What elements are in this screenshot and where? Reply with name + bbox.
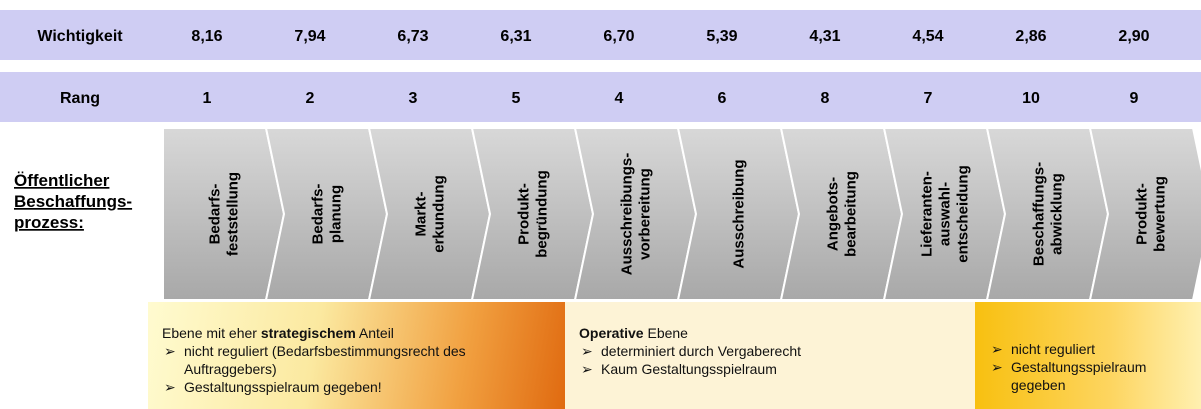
chevron	[573, 127, 698, 300]
bullet: Gestaltungsspielraum gegeben!	[162, 378, 551, 396]
cell: 4,31	[809, 28, 840, 45]
cell: 9	[1130, 90, 1139, 107]
process-label: Beschaffungs-	[14, 192, 132, 211]
step-line: Lieferanten-	[919, 171, 936, 257]
step-label: Ausschreibung	[731, 159, 748, 268]
info-box: Operative Ebenedeterminiert durch Vergab…	[565, 302, 975, 409]
cell: 6,70	[603, 28, 634, 45]
step-line: begründung	[534, 170, 551, 257]
info-box: Ebene mit eher strategischem Anteilnicht…	[148, 302, 565, 409]
chevron	[779, 127, 904, 300]
step-line: Produkt-	[516, 183, 533, 245]
heading-part: Anteil	[355, 325, 394, 341]
step-label: Angebots-bearbeitung	[825, 171, 860, 257]
cell: 8	[821, 90, 830, 107]
cell: 3	[409, 90, 418, 107]
step-line: Produkt-	[1134, 183, 1151, 245]
step-line: planung	[328, 185, 345, 243]
chevron	[985, 127, 1110, 300]
step-label: Produkt-begründung	[516, 170, 551, 257]
step-line: erkundung	[431, 175, 448, 253]
heading-part: Operative	[579, 325, 644, 341]
diagram: Wichtigkeit 8,16 7,94 6,73 6,31 6,70 5,39 4,31 4…	[0, 10, 1201, 300]
bullet: determiniert durch Vergaberecht	[579, 342, 961, 360]
step-line: feststellung	[225, 172, 242, 256]
cell: 7,94	[294, 28, 325, 45]
bullet: nicht reguliert	[989, 340, 1187, 358]
step-line: entscheidung	[955, 165, 972, 263]
step-label: Markt-erkundung	[413, 175, 448, 253]
step-label: Ausschreibungs-vorbereitung	[619, 153, 654, 276]
chevron	[162, 127, 286, 300]
step-label: Lieferanten-auswahl-entscheidung	[919, 165, 972, 263]
cell: 6,73	[397, 28, 428, 45]
cell: 2,90	[1118, 28, 1149, 45]
box-heading: Ebene mit eher strategischem Anteil	[162, 324, 551, 342]
row-band	[0, 72, 1201, 122]
info-box: nicht reguliertGestaltungsspielraum gege…	[975, 302, 1201, 409]
step-label: Bedarfs-feststellung	[207, 172, 242, 256]
chevron	[367, 127, 492, 300]
chevron	[264, 127, 389, 300]
box-heading: Operative Ebene	[579, 324, 961, 342]
chevron	[1088, 127, 1201, 300]
step-line: Markt-	[413, 191, 430, 236]
step-line: Bedarfs-	[310, 184, 327, 245]
step-line: Angebots-	[825, 177, 842, 251]
cell: 8,16	[191, 28, 222, 45]
row-band	[0, 10, 1201, 60]
cell: 4,54	[912, 28, 943, 45]
step-label: Produkt-bewertung	[1134, 176, 1169, 252]
cell: 4	[615, 90, 624, 107]
step-line: Ausschreibung	[731, 159, 748, 268]
process-label: Öffentlicher	[14, 171, 110, 190]
cell: 2,86	[1015, 28, 1046, 45]
step-line: bewertung	[1152, 176, 1169, 252]
step-line: Beschaffungs-	[1031, 162, 1048, 266]
bullet: nicht reguliert (Bedarfsbestimmungsrecht…	[162, 342, 551, 378]
bullet: Gestaltungsspielraum gegeben	[989, 358, 1187, 394]
chevron	[470, 127, 595, 300]
bullet-list: nicht reguliertGestaltungsspielraum gege…	[989, 340, 1187, 394]
step-line: bearbeitung	[843, 171, 860, 257]
cell: 7	[924, 90, 933, 107]
cell: 6,31	[500, 28, 531, 45]
cell: 6	[718, 90, 727, 107]
bullet: Kaum Gestaltungsspielraum	[579, 360, 961, 378]
heading-part: Ebene	[643, 325, 688, 341]
bullet-list: determiniert durch VergaberechtKaum Gest…	[579, 342, 961, 378]
step-line: Ausschreibungs-	[619, 153, 636, 276]
cell: 1	[203, 90, 212, 107]
cell: 2	[306, 90, 315, 107]
step-label: Beschaffungs-abwicklung	[1031, 162, 1066, 266]
step-line: Bedarfs-	[207, 184, 224, 245]
step-line: abwicklung	[1049, 173, 1066, 255]
cell: 5,39	[706, 28, 737, 45]
process-label: prozess:	[14, 213, 84, 232]
row-label: Rang	[60, 90, 100, 107]
bullet-list: nicht reguliert (Bedarfsbestimmungsrecht…	[162, 342, 551, 396]
step-label: Bedarfs-planung	[310, 184, 345, 245]
step-line: vorbereitung	[637, 168, 654, 260]
cell: 10	[1022, 90, 1040, 107]
row-label: Wichtigkeit	[37, 28, 123, 45]
cell: 5	[512, 90, 521, 107]
step-line: auswahl-	[937, 182, 954, 246]
heading-part: strategischem	[260, 325, 356, 341]
heading-part: Ebene mit eher	[162, 325, 261, 341]
